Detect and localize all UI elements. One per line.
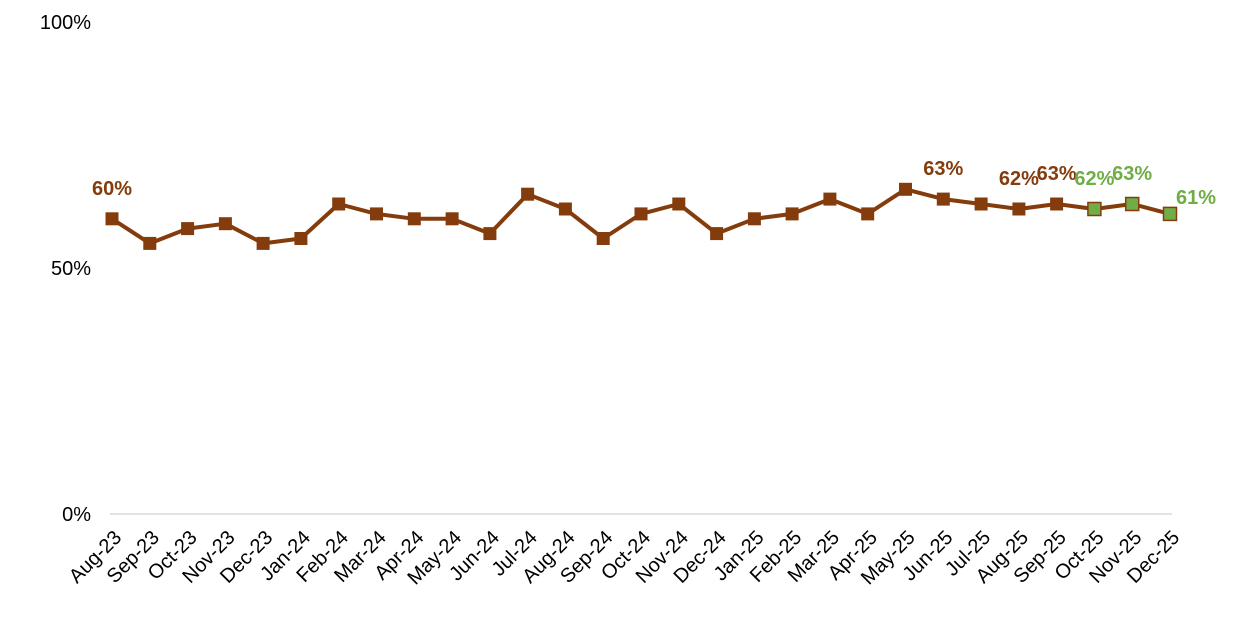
data-point-marker [407, 212, 421, 226]
data-point-marker [1124, 196, 1140, 212]
data-point-marker [1087, 201, 1102, 217]
data-point-marker [710, 227, 724, 241]
data-label: 62% [1074, 168, 1114, 190]
data-point-marker [1162, 206, 1178, 222]
data-point-marker [105, 212, 119, 226]
data-label: 63% [1037, 163, 1077, 185]
data-point-marker [521, 187, 535, 201]
data-point-marker [899, 182, 912, 196]
data-point-marker [483, 227, 497, 241]
data-point-marker [936, 192, 950, 206]
data-point-marker [1050, 197, 1064, 211]
y-tick-label: 50% [51, 258, 91, 280]
data-labels: 60%63% 62%63%62%63%61% [92, 158, 1216, 209]
data-point-marker [596, 232, 610, 245]
data-point-marker [332, 197, 346, 211]
data-point-marker [218, 217, 232, 231]
data-point-marker [143, 236, 157, 250]
data-point-marker [861, 207, 875, 221]
data-point-marker [974, 197, 988, 211]
data-point-marker [256, 236, 270, 250]
data-point-marker [181, 222, 195, 236]
data-point-marker [634, 207, 648, 221]
data-point-marker [672, 197, 686, 211]
series-markers [105, 182, 1178, 250]
data-label: 61% [1176, 187, 1216, 209]
y-axis-ticks: 0% 50% 100% [40, 12, 91, 526]
data-label: 60% [92, 178, 132, 200]
data-point-marker [785, 207, 799, 221]
data-point-marker [747, 212, 761, 226]
data-label: 62% [999, 168, 1039, 190]
y-tick-label: 0% [62, 504, 91, 526]
data-label: 63% [923, 158, 963, 180]
data-point-marker [370, 207, 383, 221]
data-point-marker [1012, 202, 1026, 216]
data-point-marker [445, 212, 459, 226]
data-point-marker [823, 192, 837, 206]
data-point-marker [558, 202, 572, 216]
data-label: 63% [1112, 163, 1152, 185]
y-tick-label: 100% [40, 12, 91, 34]
data-point-marker [294, 232, 308, 245]
x-axis-ticks: Aug-23Sep-23Oct-23Nov-23Dec-23Jan-24Feb-… [65, 527, 1184, 590]
